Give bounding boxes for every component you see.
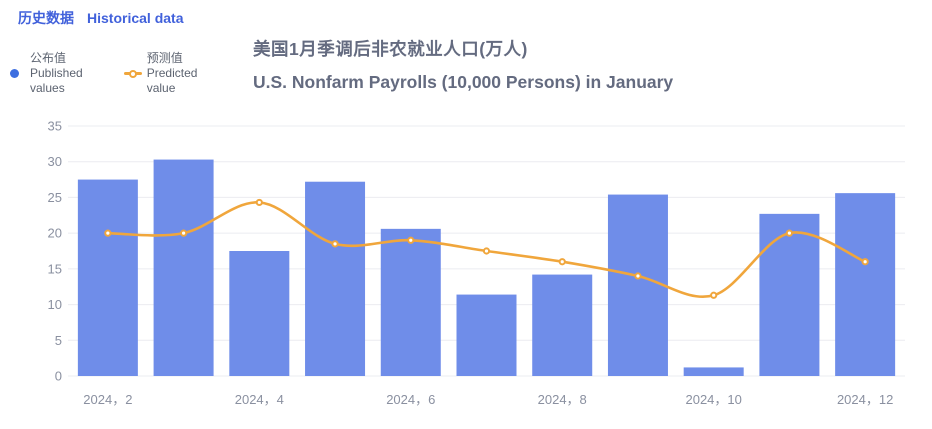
published-bar[interactable] [153, 159, 214, 376]
predicted-point[interactable] [255, 198, 263, 207]
y-axis-label: 0 [55, 369, 62, 384]
predicted-point[interactable] [785, 229, 794, 237]
published-bar[interactable] [380, 228, 441, 376]
legend-published-zh: 公布值 [30, 51, 67, 65]
predicted-point[interactable] [710, 291, 718, 299]
published-bar[interactable] [77, 179, 138, 376]
legend-item-predicted[interactable]: 预测值 Predicted value [123, 51, 198, 96]
predicted-legend-dot-icon [128, 69, 137, 78]
y-axis-label: 20 [48, 226, 62, 241]
predicted-point[interactable] [407, 236, 415, 244]
y-axis-label: 25 [48, 190, 62, 205]
published-bar[interactable] [229, 251, 290, 376]
y-axis-label: 5 [55, 333, 62, 348]
x-axis-label: 2024，10 [685, 392, 741, 407]
x-axis-label: 2024，4 [235, 392, 284, 407]
predicted-point[interactable] [634, 272, 642, 280]
predicted-point[interactable] [861, 258, 869, 266]
legend-predicted-zh: 预测值 [146, 51, 183, 65]
legend-predicted-en2: value [146, 81, 176, 95]
predicted-point[interactable] [331, 240, 339, 248]
y-axis-label: 35 [48, 119, 62, 134]
y-axis-label: 15 [48, 261, 62, 276]
chart-legend: 公布值 Published values 预测值 Predicted value [6, 51, 197, 96]
published-bar[interactable] [532, 274, 593, 376]
published-legend-dot-icon [10, 69, 19, 78]
legend-published-en1: Published [30, 66, 83, 80]
tab-label-zh: 历史数据 [18, 10, 74, 26]
published-bar[interactable] [305, 181, 366, 376]
published-bar[interactable] [683, 367, 744, 376]
predicted-point[interactable] [104, 229, 112, 237]
predicted-point[interactable] [482, 247, 491, 255]
chart-title-en: U.S. Nonfarm Payrolls (10,000 Persons) i… [253, 72, 674, 92]
y-axis-label: 30 [48, 154, 62, 169]
published-bar[interactable] [607, 194, 668, 376]
published-bar[interactable] [759, 213, 820, 376]
predicted-point[interactable] [558, 258, 566, 266]
published-bar[interactable] [456, 294, 517, 376]
y-axis-label: 10 [48, 297, 62, 312]
chart-title-zh: 美国1月季调后非农就业人口(万人) [253, 39, 528, 59]
legend-published-en2: values [30, 81, 65, 95]
tab-historical-data[interactable]: 历史数据 Historical data [18, 8, 183, 28]
x-axis-label: 2024，8 [538, 392, 587, 407]
x-axis-label: 2024，12 [837, 392, 893, 407]
x-axis-label: 2024，6 [386, 392, 435, 407]
published-bar[interactable] [835, 193, 896, 376]
x-axis-label: 2024，2 [83, 392, 132, 407]
chart-title-block: 美国1月季调后非农就业人口(万人) U.S. Nonfarm Payrolls … [253, 36, 673, 93]
legend-predicted-en1: Predicted [146, 66, 198, 80]
tab-label-en: Historical data [87, 10, 184, 26]
predicted-legend-line-icon [123, 69, 142, 78]
chart-canvas[interactable]: 0 5 10 15 20 25 30 35 2024，2 2024，4 2024，6 2024，8 20… [0, 114, 932, 429]
predicted-point[interactable] [179, 229, 188, 237]
legend-item-published[interactable]: 公布值 Published values [6, 51, 83, 96]
